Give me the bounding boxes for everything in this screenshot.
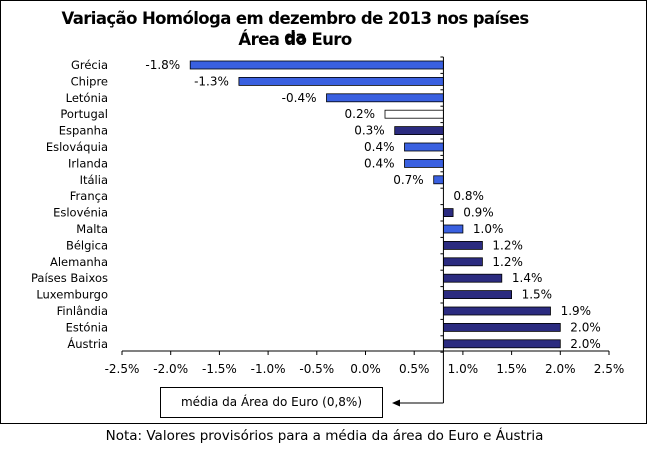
x-tick-label: 2.0%	[545, 362, 576, 376]
category-label: Letónia	[66, 91, 108, 105]
value-label: 1.4%	[512, 271, 543, 285]
category-label: Estónia	[66, 320, 108, 334]
value-label: -1.8%	[145, 58, 180, 72]
value-label: 0.9%	[463, 206, 494, 220]
category-label: Grécia	[71, 58, 108, 72]
bar-9	[442, 208, 454, 218]
category-label: Países Baixos	[31, 271, 108, 285]
category-label: Eslovénia	[53, 206, 108, 220]
value-label: 1.0%	[473, 222, 504, 236]
bar-17	[442, 339, 561, 349]
value-label: 1.5%	[522, 288, 553, 302]
category-label: Áustria	[67, 336, 108, 351]
value-label: 0.4%	[364, 156, 395, 170]
value-label: 2.0%	[570, 320, 601, 334]
value-label: 0.4%	[364, 140, 395, 154]
x-tick-label: -1.0%	[251, 362, 286, 376]
value-label: -0.4%	[282, 91, 317, 105]
bar-11	[442, 240, 483, 250]
x-tick-label: 0.5%	[399, 362, 430, 376]
bar-10	[442, 224, 464, 234]
bar-16	[442, 322, 561, 332]
category-label: Alemanha	[50, 255, 108, 269]
category-label: Espanha	[59, 124, 108, 138]
bar-4	[394, 126, 444, 135]
bar-13	[442, 273, 503, 283]
value-label: -1.3%	[194, 74, 229, 88]
bar-14	[442, 290, 512, 300]
value-label: 0.7%	[393, 173, 424, 187]
category-label: França	[70, 189, 108, 203]
category-label: Chipre	[71, 74, 108, 88]
euro-mean-legend: média da Área do Euro (0,8%)	[160, 387, 383, 418]
category-label: Finlândia	[57, 304, 108, 318]
footnote: Nota: Valores provisórios para a média d…	[105, 428, 544, 444]
chart-title-line-2: Área do Euro	[238, 30, 352, 49]
category-label: Portugal	[60, 107, 108, 121]
bar-7	[433, 175, 444, 185]
category-label: Eslováquia	[46, 140, 108, 154]
x-tick-label: -0.5%	[299, 362, 334, 376]
x-tick-label: -2.0%	[153, 362, 188, 376]
value-label: 1.2%	[492, 238, 523, 252]
category-label: Malta	[76, 222, 108, 236]
x-tick-label: 1.0%	[448, 362, 479, 376]
bar-3	[384, 109, 444, 119]
chart-title-line-1: Variação Homóloga em dezembro de 2013 no…	[61, 9, 529, 47]
x-tick-label: 2.5%	[594, 362, 625, 376]
bar-5	[404, 142, 444, 152]
value-label: 0.8%	[453, 189, 484, 203]
bar-2	[326, 93, 444, 103]
bar-6	[404, 158, 444, 168]
bar-1	[238, 77, 444, 86]
category-label: Itália	[80, 173, 108, 187]
category-label: Irlanda	[68, 156, 108, 170]
value-label: 2.0%	[570, 337, 601, 351]
value-label: 0.3%	[354, 124, 385, 138]
value-label: 1.9%	[561, 304, 592, 318]
category-label: Luxemburgo	[36, 288, 108, 302]
value-label: 0.2%	[345, 107, 376, 121]
category-label: Bélgica	[66, 238, 108, 252]
x-tick-label: 1.5%	[496, 362, 527, 376]
bar-0	[189, 60, 444, 70]
value-label: 1.2%	[492, 255, 523, 269]
bar-15	[442, 306, 551, 316]
chart-frame	[0, 0, 647, 424]
x-tick-label: 0.0%	[350, 362, 381, 376]
legend-arrow-head	[392, 399, 400, 407]
bar-12	[442, 257, 483, 267]
x-tick-label: -1.5%	[202, 362, 237, 376]
x-tick-label: -2.5%	[105, 362, 140, 376]
